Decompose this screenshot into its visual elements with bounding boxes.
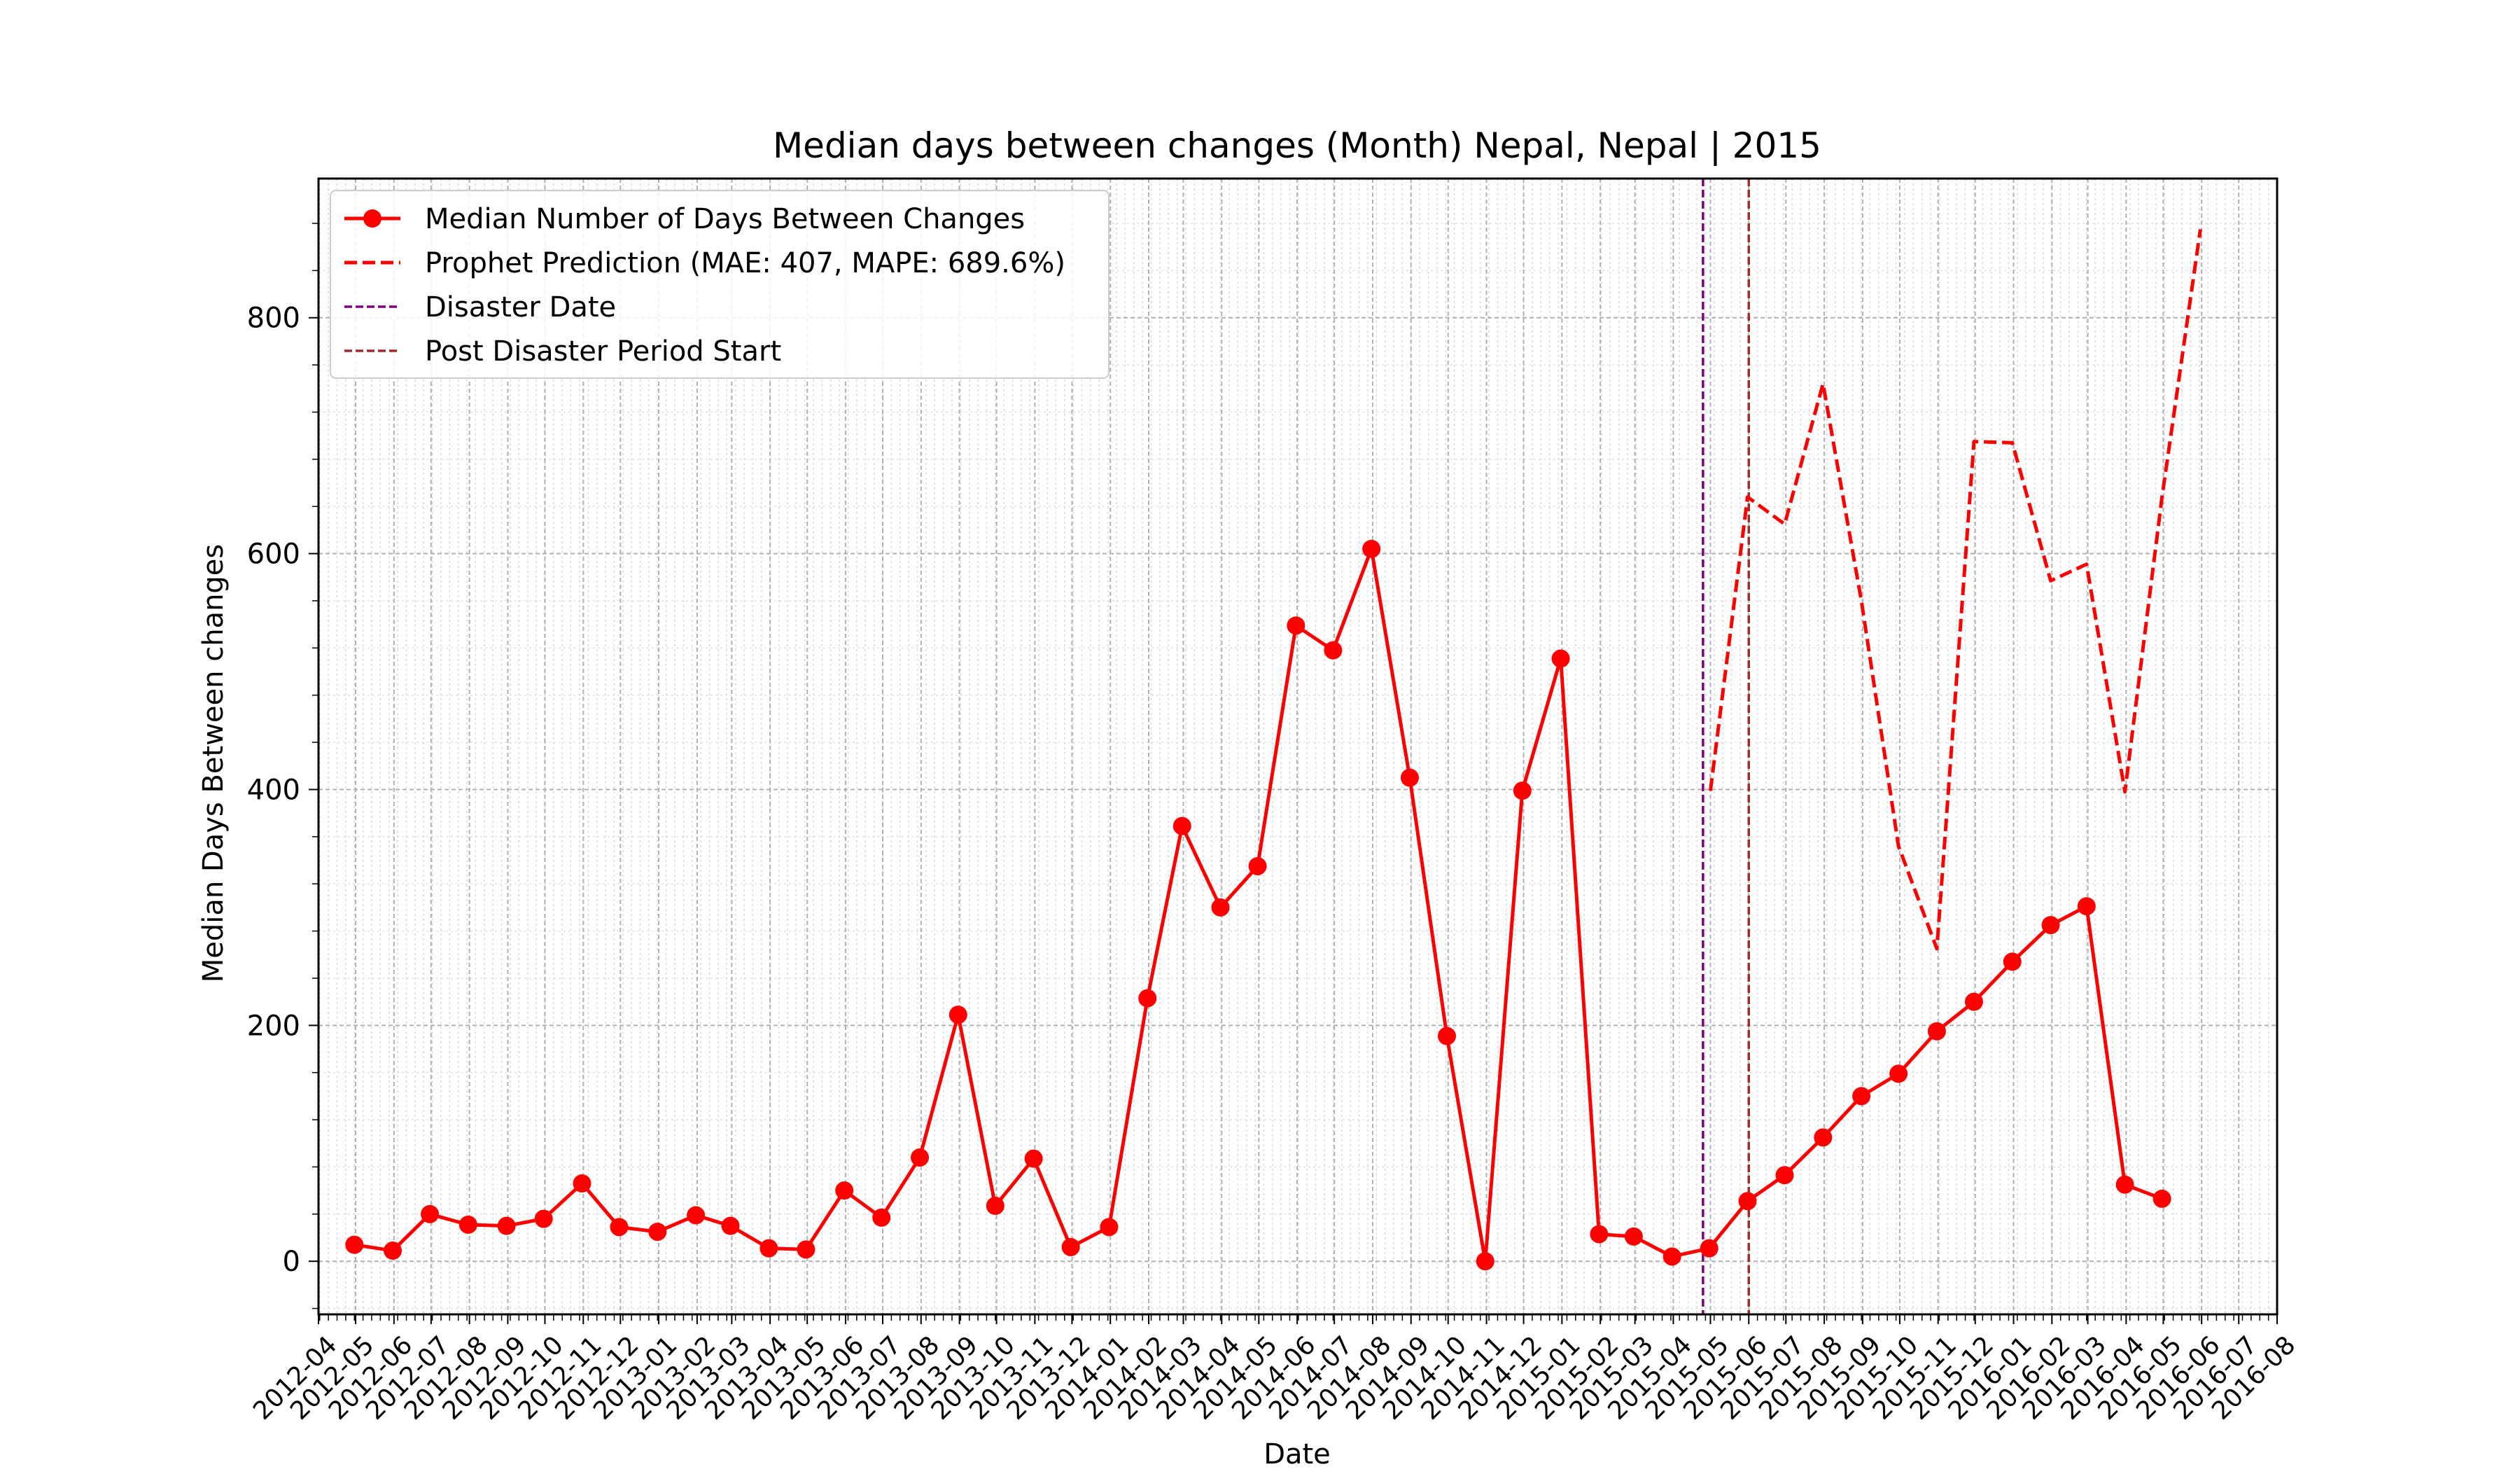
legend-label: Prophet Prediction (MAE: 407, MAPE: 689.… (425, 247, 1065, 279)
data-point (648, 1223, 667, 1242)
data-point (1700, 1239, 1718, 1258)
data-point (835, 1181, 854, 1200)
data-point (1100, 1218, 1119, 1237)
data-point (534, 1209, 553, 1228)
data-point (573, 1174, 592, 1193)
data-point (1964, 992, 1983, 1011)
y-tick-label: 400 (247, 774, 300, 806)
x-tick-labels: 2012-042012-052012-062012-072012-082012-… (248, 1330, 2301, 1425)
data-point (421, 1204, 440, 1223)
data-point (345, 1235, 364, 1254)
y-tick-labels: 0 200 400 600 800 (247, 303, 300, 1278)
data-point (1362, 539, 1381, 558)
data-point (2077, 897, 2096, 916)
data-point (2003, 952, 2022, 971)
data-point (1590, 1225, 1609, 1244)
data-point (986, 1197, 1004, 1216)
legend-marker (363, 209, 382, 228)
data-point (610, 1218, 629, 1237)
data-point (1400, 768, 1419, 787)
prediction-line (1708, 229, 2202, 951)
axes-frame (317, 177, 2278, 1316)
y-axis-label: Median Days Between changes (197, 544, 230, 983)
data-point (2115, 1175, 2134, 1194)
data-point (1061, 1237, 1080, 1256)
data-point (1437, 1027, 1456, 1045)
y-tick-label: 600 (247, 538, 300, 571)
data-point (1513, 781, 1532, 800)
chart-title: Median days between changes (Month) Nepa… (773, 125, 1821, 166)
data-point (721, 1216, 740, 1235)
data-point (1551, 649, 1570, 668)
data-point (458, 1215, 477, 1234)
data-point (948, 1006, 967, 1024)
data-point (1662, 1247, 1681, 1266)
data-point (1138, 989, 1157, 1008)
data-point (797, 1240, 816, 1259)
y-tick-label: 0 (283, 1246, 300, 1278)
data-point (1248, 856, 1267, 875)
data-point (1211, 898, 1230, 917)
data-point (1287, 616, 1306, 635)
data-point (1024, 1149, 1043, 1168)
data-point (497, 1216, 516, 1235)
data-point (1324, 641, 1343, 660)
legend-label: Disaster Date (425, 291, 616, 324)
data-point (1775, 1166, 1794, 1185)
data-point (1738, 1192, 1757, 1211)
data-point (1624, 1227, 1643, 1246)
legend-label: Median Number of Days Between Changes (425, 203, 1025, 235)
legend-label: Post Disaster Period Start (425, 335, 781, 368)
y-tick-label: 800 (247, 303, 300, 335)
grid (309, 179, 2278, 1324)
data-point (760, 1239, 778, 1258)
legend: Median Number of Days Between Changes Pro… (330, 190, 1110, 379)
data-point (384, 1242, 402, 1260)
data-point (1927, 1022, 1946, 1041)
data-point (1476, 1252, 1494, 1271)
data-point (2041, 916, 2060, 935)
data-point (1852, 1087, 1871, 1106)
data-point (872, 1208, 891, 1227)
y-tick-label: 200 (247, 1010, 300, 1042)
legend-box (330, 190, 1110, 379)
data-point (687, 1206, 706, 1225)
data-point (1814, 1128, 1833, 1147)
data-point (1889, 1064, 1908, 1083)
data-point (1172, 816, 1191, 835)
data-point (2152, 1189, 2171, 1208)
x-axis-label: Date (1264, 1438, 1331, 1470)
data-point (911, 1148, 930, 1167)
